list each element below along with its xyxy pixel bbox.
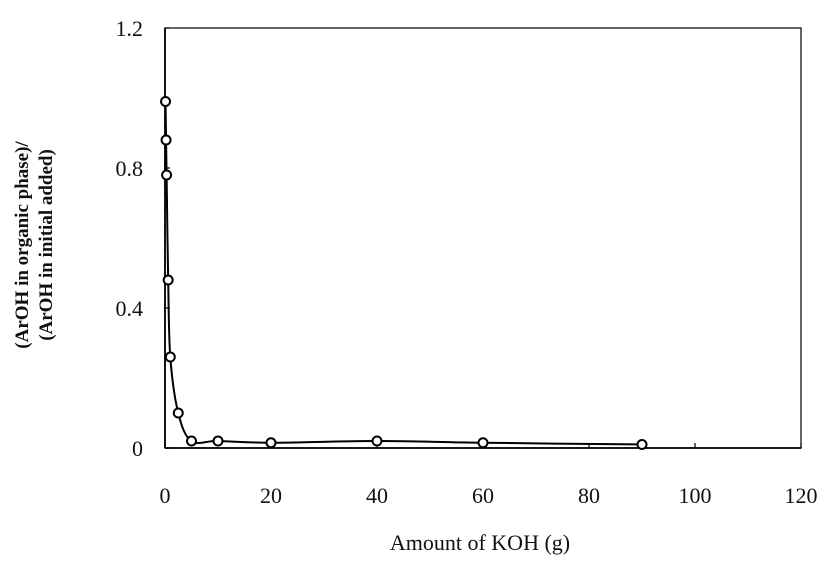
x-tick-label: 80 — [578, 483, 600, 508]
data-point — [160, 134, 172, 146]
data-point — [160, 96, 172, 107]
x-tick-label: 60 — [472, 483, 494, 508]
x-axis-ticks: 0 20 40 60 80 100 120 — [160, 443, 818, 508]
x-tick-label: 120 — [785, 483, 818, 508]
data-point — [161, 169, 173, 181]
x-axis-title: Amount of KOH (g) — [390, 530, 570, 555]
series-line — [164, 101, 643, 446]
y-axis-title-line-1: (ArOH in organic phase)/ — [12, 141, 33, 349]
data-point — [477, 437, 489, 449]
data-points — [160, 96, 648, 450]
y-axis-title-line-2: (ArOH in initial added) — [36, 149, 57, 341]
x-tick-label: 100 — [679, 483, 712, 508]
data-point — [212, 435, 224, 447]
y-tick-label: 0.4 — [116, 296, 144, 321]
data-point — [186, 435, 197, 447]
data-point — [265, 437, 277, 449]
data-point — [636, 439, 648, 450]
data-point — [172, 407, 184, 419]
y-axis-ticks: 0 0.4 0.8 1.2 — [116, 16, 170, 461]
data-point — [162, 274, 174, 286]
data-point — [371, 435, 383, 447]
plot-area-frame — [164, 27, 802, 449]
y-tick-label: 0.8 — [116, 156, 144, 181]
y-tick-label: 1.2 — [116, 16, 144, 41]
y-axis-title: (ArOH in organic phase)/ (ArOH in initia… — [12, 141, 57, 349]
x-tick-label: 40 — [366, 483, 388, 508]
x-tick-label: 20 — [260, 483, 282, 508]
x-tick-label: 0 — [160, 483, 171, 508]
y-tick-label: 0 — [132, 436, 143, 461]
data-point — [164, 351, 176, 363]
